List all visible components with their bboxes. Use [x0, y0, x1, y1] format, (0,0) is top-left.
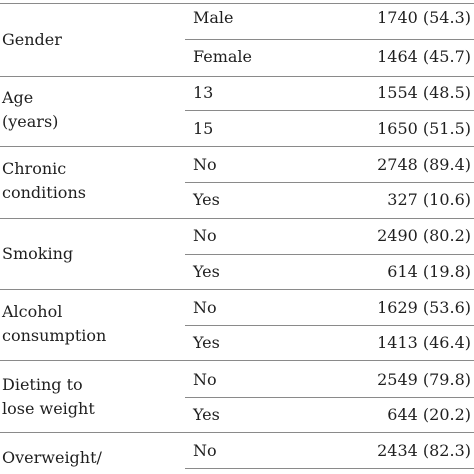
group-label-dieting: Dieting to lose weight [2, 373, 95, 421]
group-label-overweight: Overweight/ [2, 446, 102, 470]
level-cell: Female [193, 47, 252, 66]
group-label-line: consumption [2, 326, 107, 345]
level-cell: No [193, 370, 217, 389]
group-label-line: Dieting to [2, 375, 83, 394]
value-cell: 644 (20.2) [387, 405, 471, 424]
group-label-smoking: Smoking [2, 242, 73, 266]
row-divider [185, 397, 474, 398]
level-cell: No [193, 441, 217, 460]
row-divider [0, 146, 474, 147]
group-label-line: lose weight [2, 399, 95, 418]
group-label-age: Age (years) [2, 86, 58, 134]
row-divider [185, 468, 474, 469]
value-cell: 2490 (80.2) [377, 226, 471, 245]
group-label-chronic-conditions: Chronic conditions [2, 157, 86, 205]
row-divider [0, 360, 474, 361]
level-cell: Yes [193, 190, 220, 209]
group-label-line: Overweight/ [2, 448, 102, 467]
row-divider [0, 432, 474, 433]
level-cell: No [193, 155, 217, 174]
level-cell: Yes [193, 333, 220, 352]
row-divider [185, 110, 474, 111]
level-cell: Male [193, 8, 234, 27]
row-divider [185, 325, 474, 326]
value-cell: 614 (19.8) [387, 262, 471, 281]
level-cell: Yes [193, 405, 220, 424]
group-label-line: conditions [2, 183, 86, 202]
value-cell: 1413 (46.4) [377, 333, 471, 352]
value-cell: 1629 (53.6) [377, 298, 471, 317]
row-divider [0, 3, 474, 4]
level-cell: 13 [193, 83, 214, 102]
level-cell: No [193, 226, 217, 245]
level-cell: 15 [193, 119, 214, 138]
group-label-line: Smoking [2, 244, 74, 263]
value-cell: 327 (10.6) [387, 190, 471, 209]
group-label-line: Alcohol [2, 302, 63, 321]
value-cell: 1740 (54.3) [377, 8, 471, 27]
level-cell: Yes [193, 262, 220, 281]
row-divider [185, 182, 474, 183]
group-label-alcohol-consumption: Alcohol consumption [2, 300, 106, 348]
value-cell: 2434 (82.3) [377, 441, 471, 460]
row-divider [185, 39, 474, 40]
row-divider [0, 289, 474, 290]
row-divider [0, 218, 474, 219]
row-divider [185, 254, 474, 255]
row-divider [0, 76, 474, 77]
level-cell: No [193, 298, 217, 317]
value-cell: 1650 (51.5) [377, 119, 471, 138]
group-label-line: Chronic [2, 159, 67, 178]
value-cell: 2748 (89.4) [377, 155, 471, 174]
group-label-line: (years) [2, 112, 59, 131]
group-label-gender: Gender [2, 28, 62, 52]
group-label-line: Gender [2, 30, 62, 49]
group-label-line: Age [2, 88, 34, 107]
value-cell: 1554 (48.5) [377, 83, 471, 102]
value-cell: 1464 (45.7) [377, 47, 471, 66]
value-cell: 2549 (79.8) [377, 370, 471, 389]
